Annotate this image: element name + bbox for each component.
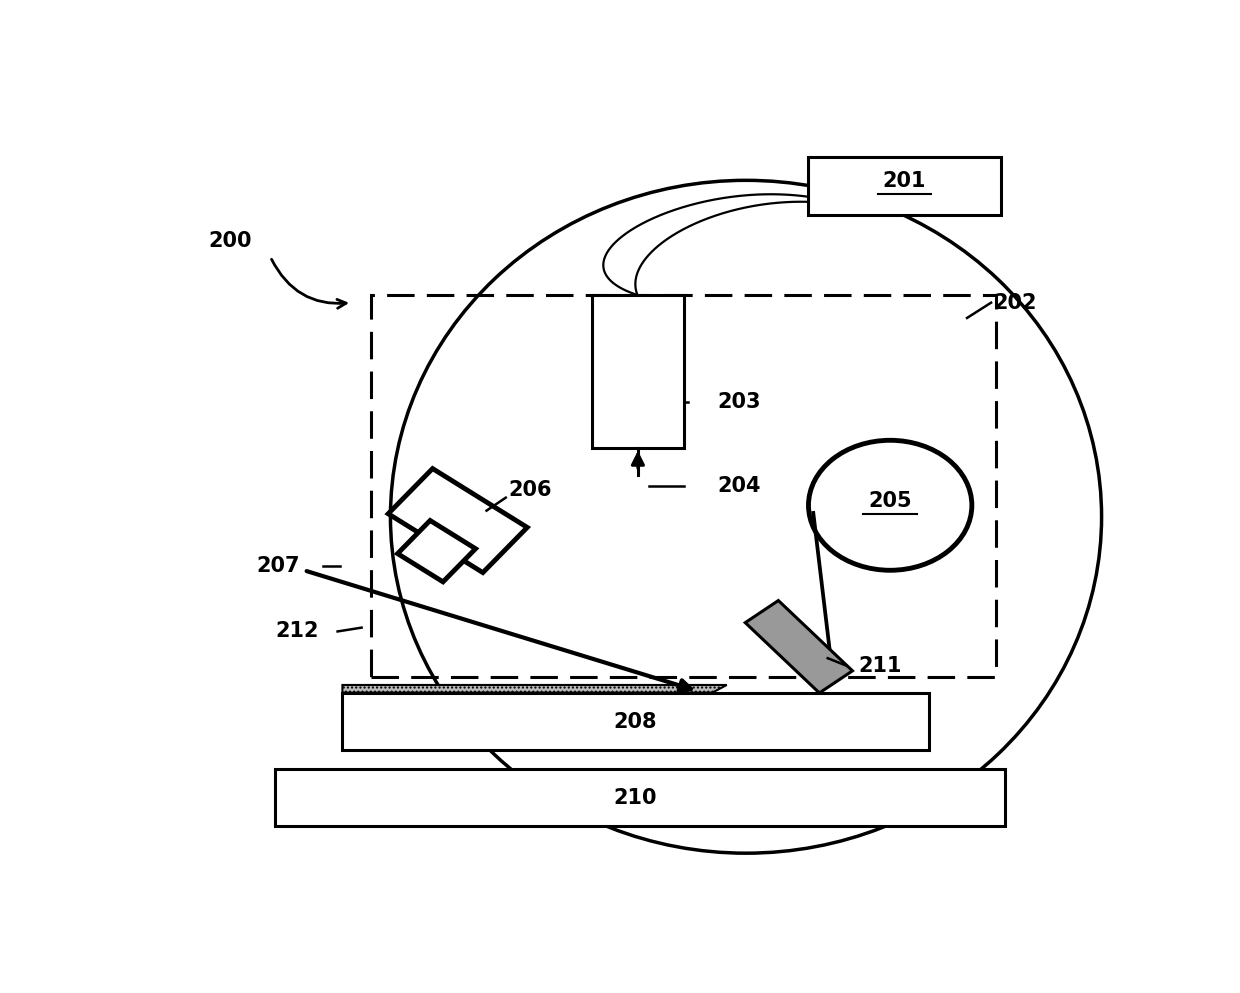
Bar [593,295,683,448]
Polygon shape [398,520,476,582]
Bar [342,693,929,750]
Text: 207: 207 [257,556,300,577]
Polygon shape [745,601,852,693]
Text: 201: 201 [883,172,926,192]
Text: 212: 212 [275,622,319,641]
Bar [808,157,1001,214]
Polygon shape [388,469,527,573]
Text: 211: 211 [859,655,903,676]
Text: 202: 202 [993,293,1037,313]
Bar [275,769,1006,826]
Text: 205: 205 [868,491,911,510]
Text: 206: 206 [508,480,552,500]
Text: 204: 204 [718,477,761,496]
Circle shape [808,440,972,570]
Text: 200: 200 [208,231,252,251]
Text: 208: 208 [614,712,657,732]
Text: 210: 210 [614,788,657,808]
Text: 203: 203 [718,392,761,412]
Bar [371,295,996,677]
Polygon shape [342,685,727,693]
